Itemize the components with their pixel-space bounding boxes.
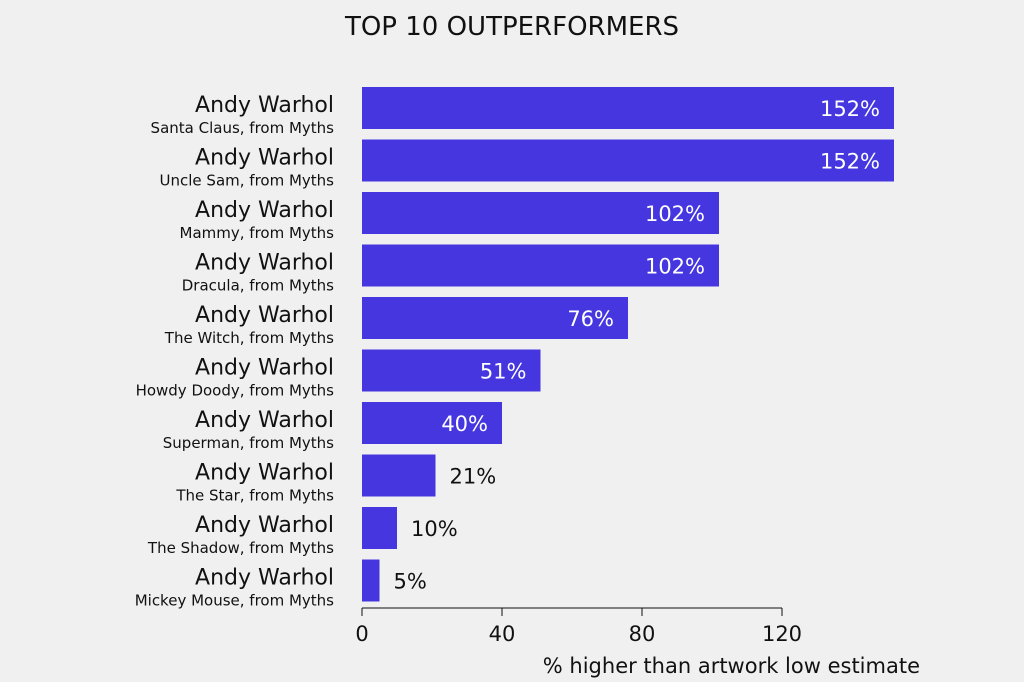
bar [362, 297, 628, 339]
category-label-work: Santa Claus, from Myths [151, 119, 335, 137]
bar [362, 454, 436, 497]
bar [362, 349, 541, 392]
category-label-artist: Andy Warhol [195, 93, 334, 118]
bar [362, 507, 397, 549]
category-label-artist: Andy Warhol [195, 356, 334, 381]
bar [362, 402, 502, 444]
bar [362, 244, 719, 287]
x-axis: 0 40 80 120 [355, 607, 802, 646]
category-label-work: Superman, from Myths [163, 434, 334, 452]
data-label: 40% [441, 412, 488, 436]
category-label-artist: Andy Warhol [195, 146, 334, 171]
bar [362, 192, 719, 234]
data-label: 21% [450, 465, 497, 489]
data-label: 5% [394, 570, 427, 594]
category-label-artist: Andy Warhol [195, 461, 334, 486]
data-label: 152% [820, 97, 880, 121]
data-label: 51% [480, 360, 527, 384]
category-label-work: Mammy, from Myths [180, 224, 335, 242]
category-label-work: Dracula, from Myths [182, 277, 334, 295]
x-tick-label: 0 [355, 622, 368, 646]
category-label-artist: Andy Warhol [195, 303, 334, 328]
data-label: 102% [645, 202, 705, 226]
category-label-work: The Shadow, from Myths [147, 539, 334, 557]
data-label: 10% [411, 517, 458, 541]
category-label-work: Howdy Doody, from Myths [136, 382, 335, 400]
category-label-artist: Andy Warhol [195, 566, 334, 591]
data-label: 76% [567, 307, 614, 331]
category-label-work: The Witch, from Myths [164, 329, 334, 347]
bars-layer: 152% 152% 102% 102% 76% 51% 40% 21% 10% 5% [362, 87, 894, 602]
chart-title: TOP 10 OUTPERFORMERS [344, 12, 679, 42]
data-label: 152% [820, 150, 880, 174]
category-label-artist: Andy Warhol [195, 513, 334, 538]
bar [362, 559, 380, 602]
bar [362, 87, 894, 129]
category-label-artist: Andy Warhol [195, 251, 334, 276]
category-label-work: Uncle Sam, from Myths [160, 172, 335, 190]
category-label-artist: Andy Warhol [195, 408, 334, 433]
x-tick-label: 40 [489, 622, 516, 646]
data-label: 102% [645, 255, 705, 279]
category-label-work: Mickey Mouse, from Myths [135, 592, 334, 610]
bar [362, 139, 894, 182]
x-tick-label: 120 [762, 622, 802, 646]
category-label-artist: Andy Warhol [195, 198, 334, 223]
x-axis-label: % higher than artwork low estimate [543, 654, 920, 678]
category-label-work: The Star, from Myths [175, 487, 334, 505]
x-tick-label: 80 [629, 622, 656, 646]
